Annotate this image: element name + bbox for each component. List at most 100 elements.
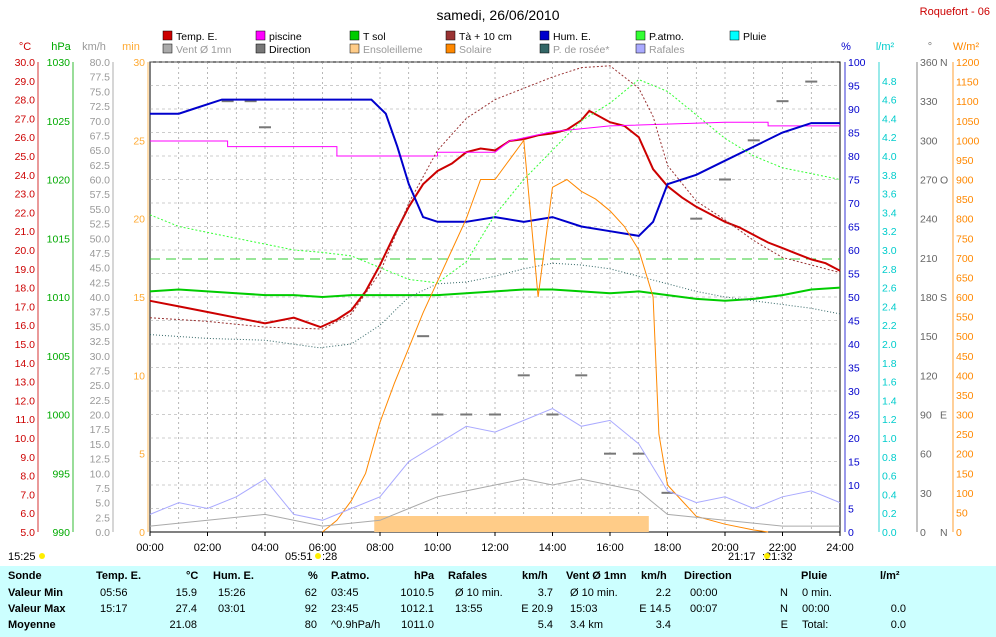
stat-p-val: 1012.1 [400,603,434,615]
tick-dir: 330 [920,96,938,108]
tick-temp: 14.0 [15,358,36,370]
tick-temp: 30.0 [15,57,36,69]
tick-press: 1015 [47,233,71,245]
tick-wind: 37.5 [90,307,111,319]
tick-dir: 270 [920,175,938,187]
dir-letter: E [940,410,947,422]
tick-hum: 45 [848,316,860,328]
legend-label: Temp. E. [176,31,217,43]
tick-temp: 18.0 [15,283,36,295]
stat-w-val: 2.2 [655,587,671,599]
series-t-10-cm [149,65,841,330]
tick-hum: 55 [848,269,860,281]
stat-pl-val: 0.0 [890,603,906,615]
x-tick-label: 22:00 [769,542,797,554]
tick-rain: 4.6 [882,95,897,107]
tick-dir: 240 [920,214,938,226]
tick-temp: 17.0 [15,301,36,313]
tick-wind: 50.0 [90,233,111,245]
tick-temp: 12.0 [15,395,36,407]
stat-r-val: 3.7 [537,587,553,599]
tick-solar: 950 [956,155,974,167]
stat-t-val: 21.08 [169,619,197,631]
tick-dir: 300 [920,135,938,147]
tick-hum: 80 [848,151,860,163]
series-group [149,65,841,533]
tick-solar: 750 [956,233,974,245]
tick-wind: 7.5 [95,483,110,495]
chart-title: samedi, 26/06/2010 [437,7,560,23]
x-tick-label: 06:00 [309,542,337,554]
legend-swatch [635,30,646,41]
hdr-direction: Direction [684,570,732,582]
stat-h-val: 80 [304,619,317,631]
tick-temp: 25.0 [15,151,36,163]
stat-p-time: 03:45 [331,587,359,599]
tick-temp: 27.0 [15,113,36,125]
legend-label: Direction [269,44,311,56]
tick-wind: 17.5 [90,424,111,436]
tick-dir: 120 [920,370,938,382]
tick-solar: 1100 [956,96,979,108]
stat-h-time: 03:01 [218,603,246,615]
tick-solar: 600 [956,292,974,304]
tick-dir: 60 [920,449,932,461]
legend-swatch [349,30,360,41]
legend-label: T sol [363,31,386,43]
stat-label: Valeur Min [8,587,64,599]
tick-hum: 30 [848,386,860,398]
legend-label: Hum. E. [553,31,591,43]
tick-hum: 5 [848,504,854,516]
tick-wind: 62.5 [90,160,111,172]
tick-temp: 22.0 [15,207,36,219]
hdr-wind: Vent Ø 1mn [566,570,627,582]
stat-p-val: 1011.0 [401,619,434,631]
stat-pl-val: 0.0 [890,619,906,631]
tick-temp: 13.0 [15,377,36,389]
stat-d-val: E [780,619,788,631]
tick-temp: 24.0 [15,170,36,182]
tick-rain: 1.0 [882,433,897,445]
tick-rain: 3.6 [882,189,897,201]
legend-label: Vent Ø 1mn [176,44,232,56]
legend-label: Solaire [459,44,492,56]
hdr-hum-unit: % [308,570,318,582]
tick-sun: 15 [133,292,145,304]
tick-hum: 50 [848,292,860,304]
unit-press: hPa [51,41,71,53]
tick-hum: 20 [848,433,860,445]
tick-temp: 21.0 [15,226,36,238]
unit-hum: % [841,41,851,53]
dir-letter: O [940,175,948,187]
legend-swatch [255,30,266,41]
stats-row: Valeur Max 15:17 27.4 03:01 92 23:45 1012.1 13:… [0,603,996,619]
stats-table: Sonde Temp. E. °C Hum. E. % P.atmo. hPa … [0,566,996,637]
tick-rain: 2.8 [882,264,897,276]
tick-solar: 450 [956,351,974,363]
unit-solar: W/m² [953,41,980,53]
tick-hum: 70 [848,198,860,210]
tick-solar: 900 [956,175,974,187]
tick-wind: 47.5 [90,248,111,260]
tick-temp: 7.0 [20,489,35,501]
tick-rain: 4.4 [882,113,897,125]
tick-dir: 90 [920,410,932,422]
tick-press: 1000 [47,410,71,422]
legend-swatch [162,30,173,41]
stat-w-time: 3.4 km [570,619,604,631]
stat-pl-time: Total: [802,619,829,631]
sunset-icon [764,553,770,559]
tick-temp: 16.0 [15,320,36,332]
tick-press: 1020 [47,175,71,187]
tick-wind: 0.0 [95,527,110,539]
legend-swatch [539,30,550,41]
hdr-press-unit: hPa [414,570,435,582]
sunset-time: 21:17 [728,551,756,563]
tick-solar: 1200 [956,57,980,69]
dir-letter: S [940,292,947,304]
tick-rain: 2.4 [882,301,897,313]
x-tick-label: 04:00 [251,542,279,554]
stat-t-time: 05:56 [100,587,128,599]
tick-wind: 35.0 [90,321,111,333]
legend-swatch [635,43,646,54]
